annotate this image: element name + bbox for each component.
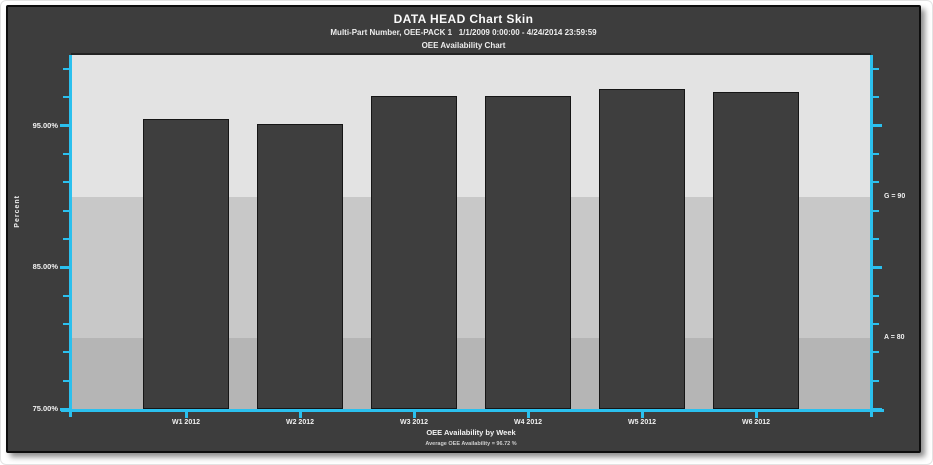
- bar-w1-2012[interactable]: [143, 118, 229, 409]
- x-axis-label-w1-2012: W1 2012: [171, 419, 201, 426]
- y-tick-minor: [63, 351, 69, 354]
- y-tick-major: [60, 265, 69, 269]
- y-axis-label-95: 95.00%: [32, 120, 58, 130]
- right-tick-major: [873, 407, 882, 411]
- plot-area: Percent 75.00% 85.00% 95.00% W1 2012 W2 2012…: [14, 53, 905, 426]
- y-tick-minor: [63, 294, 69, 297]
- x-axis-label-w4-2012: W4 2012: [513, 419, 543, 426]
- bar-w6-2012[interactable]: [713, 91, 799, 409]
- right-tick-minor: [873, 238, 879, 241]
- right-tick-minor: [873, 351, 879, 354]
- x-axis-line: [61, 409, 884, 412]
- y-axis-label-85: 85.00%: [32, 262, 58, 272]
- right-tick-minor: [873, 68, 879, 71]
- right-axis-line: [870, 55, 873, 417]
- y-tick-minor: [63, 68, 69, 71]
- x-axis-label-w3-2012: W3 2012: [399, 419, 429, 426]
- y-tick-minor: [63, 323, 69, 326]
- x-tick: [640, 409, 644, 418]
- right-tick-minor: [873, 323, 879, 326]
- y-tick-major: [60, 407, 69, 411]
- right-tick-minor: [873, 209, 879, 212]
- x-tick: [412, 409, 416, 418]
- x-tick: [526, 409, 530, 418]
- chart-name: OEE Availability Chart: [421, 41, 506, 50]
- x-axis-label-w5-2012: W5 2012: [627, 419, 657, 426]
- page-title: DATA HEAD Chart Skin: [393, 12, 534, 26]
- right-tick-major: [873, 124, 882, 128]
- y-tick-major: [60, 124, 69, 128]
- right-tick-minor: [873, 294, 879, 297]
- right-tick-minor: [873, 379, 879, 382]
- x-tick: [754, 409, 758, 418]
- x-axis-label-w2-2012: W2 2012: [285, 419, 315, 426]
- bar-w4-2012[interactable]: [485, 96, 571, 409]
- y-axis-title: Percent: [14, 195, 21, 228]
- right-tick-major: [873, 265, 882, 269]
- y-tick-minor: [63, 209, 69, 212]
- y-tick-minor: [63, 96, 69, 99]
- right-tick-minor: [873, 181, 879, 184]
- y-tick-minor: [63, 153, 69, 156]
- y-tick-minor: [63, 379, 69, 382]
- bar-w2-2012[interactable]: [257, 124, 343, 409]
- threshold-label-g90: G = 90: [884, 192, 906, 200]
- x-axis-label-w6-2012: W6 2012: [741, 419, 771, 426]
- x-tick: [298, 409, 302, 418]
- right-tick-minor: [873, 153, 879, 156]
- y-tick-minor: [63, 238, 69, 241]
- plot-top-border: [71, 53, 871, 55]
- average-availability-label: Average OEE Availability = 96.72 %: [425, 441, 517, 447]
- x-axis-title: OEE Availability by Week: [426, 428, 516, 437]
- bar-w3-2012[interactable]: [371, 96, 457, 409]
- bar-w5-2012[interactable]: [599, 88, 685, 409]
- threshold-label-a80: A = 80: [884, 334, 905, 342]
- chart-subtitle: Multi-Part Number, OEE-PACK 1 1/1/2009 0…: [330, 28, 597, 37]
- y-axis-label-75: 75.00%: [32, 404, 58, 413]
- chart-header: DATA HEAD Chart Skin Multi-Part Number, …: [8, 12, 919, 50]
- right-tick-minor: [873, 96, 879, 99]
- x-tick: [184, 409, 188, 418]
- y-tick-minor: [63, 181, 69, 184]
- chart-panel: DATA HEAD Chart Skin Multi-Part Number, …: [6, 5, 921, 453]
- y-axis-line: [69, 55, 72, 417]
